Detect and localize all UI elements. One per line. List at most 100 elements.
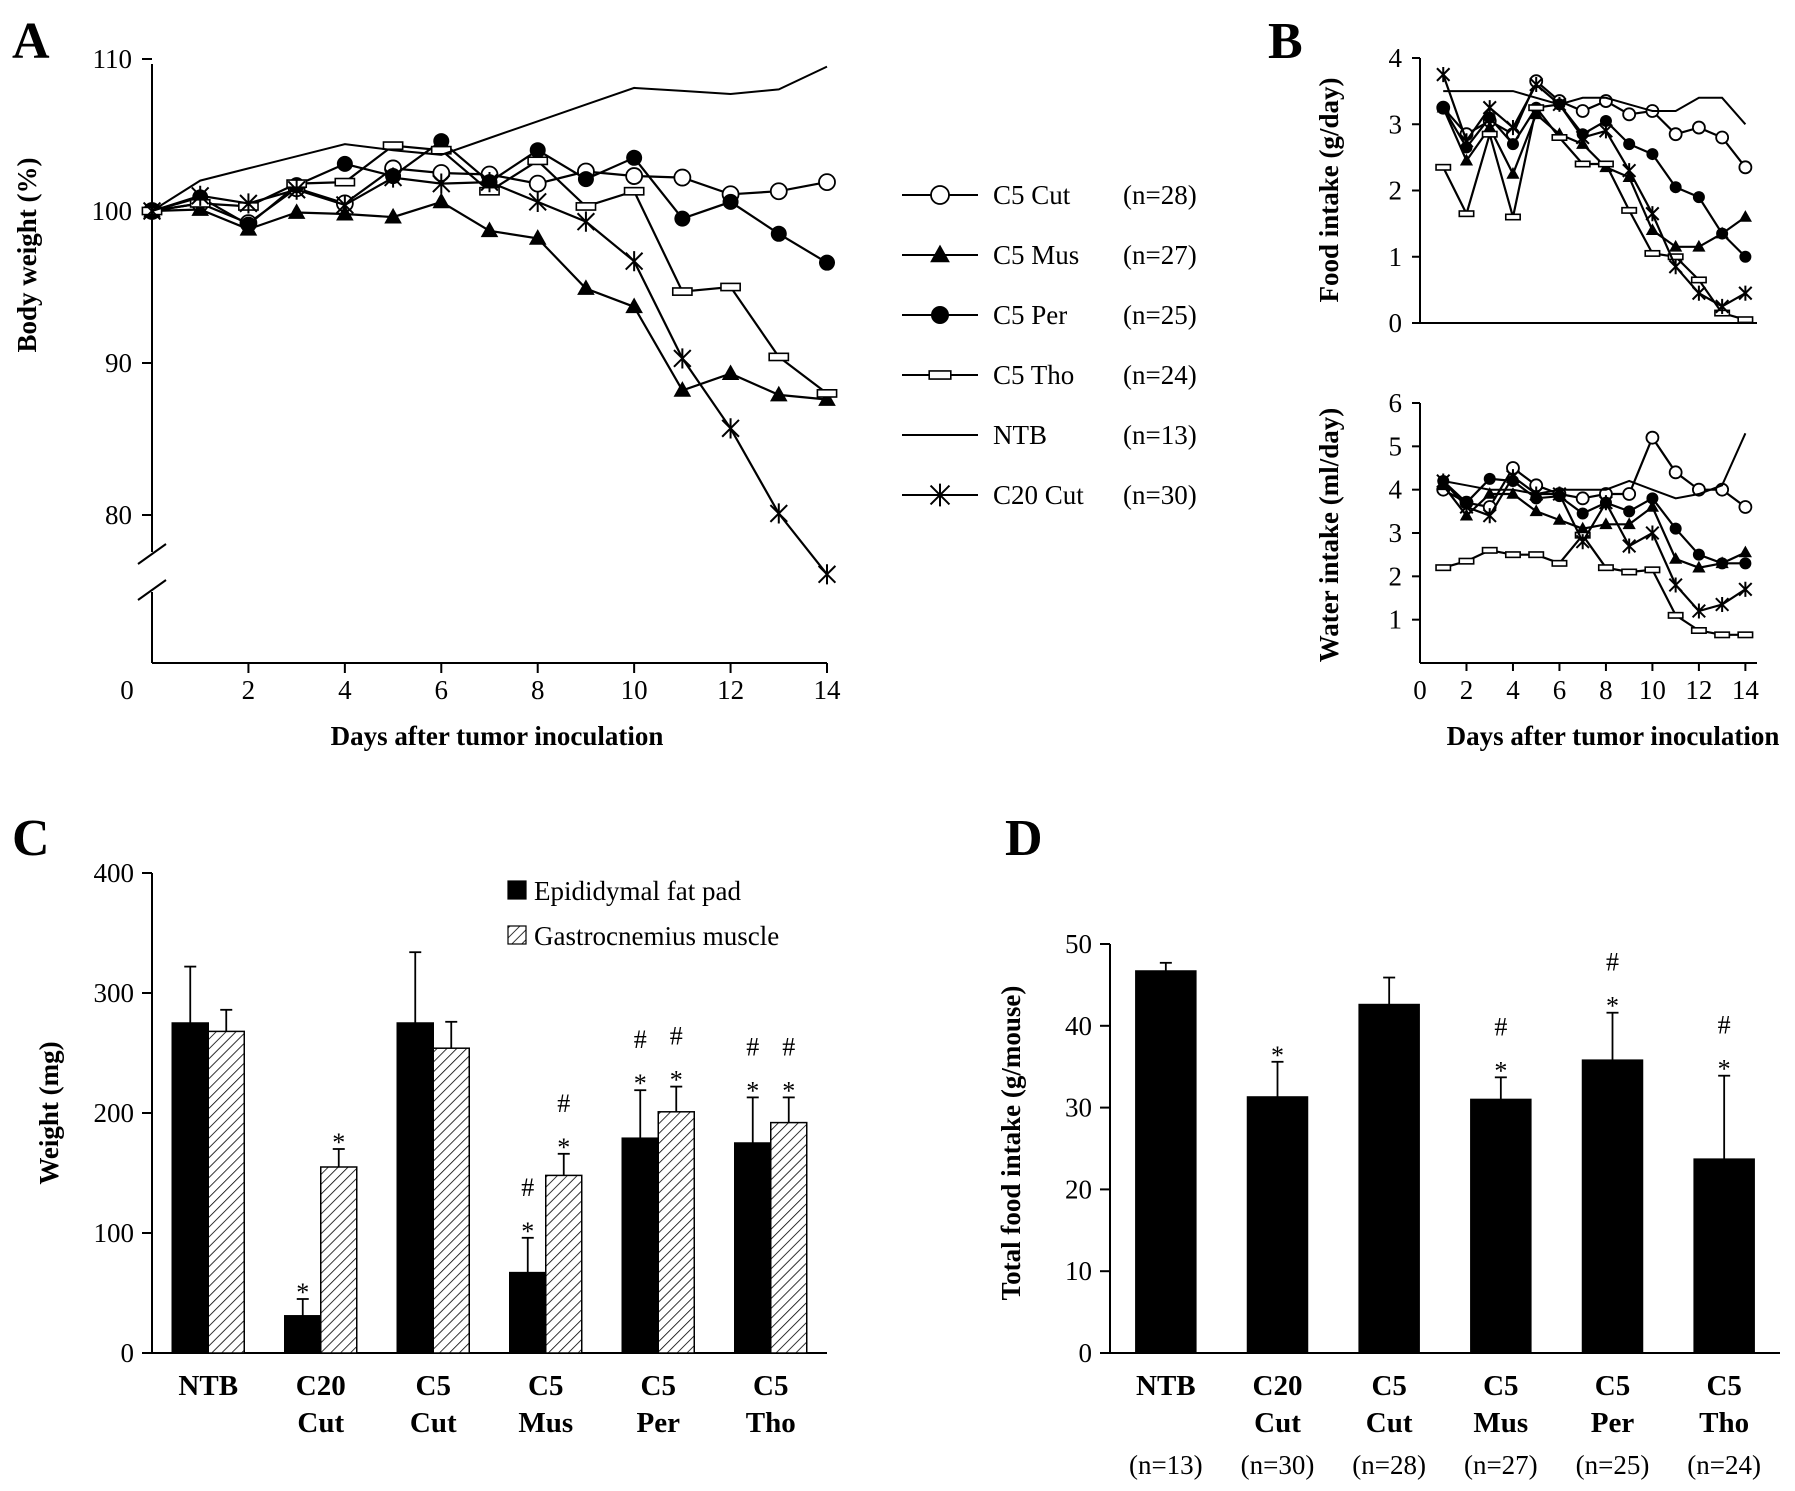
- data-point: [528, 191, 547, 212]
- x-tick-label: 12: [717, 675, 744, 705]
- data-point: [1528, 104, 1545, 112]
- legend-label: C5 Per: [993, 300, 1067, 330]
- significance-asterisk: *: [296, 1278, 309, 1307]
- bar-total-food-intake: [1358, 1003, 1420, 1354]
- data-point: [480, 221, 499, 238]
- x-tick-label: 2: [1460, 675, 1474, 705]
- category-label: Per: [1591, 1407, 1635, 1439]
- data-point: [1646, 492, 1659, 505]
- legend-label: NTB: [993, 420, 1047, 450]
- x-tick-label: 4: [1506, 675, 1520, 705]
- data-point: [721, 418, 740, 439]
- x-tick-label: 8: [1599, 675, 1613, 705]
- data-point: [674, 210, 691, 227]
- data-point: [1622, 487, 1637, 501]
- data-point: [1459, 153, 1474, 166]
- data-point: [1667, 611, 1684, 619]
- series-c20-cut: [142, 167, 837, 585]
- y-tick-label: 0: [1389, 308, 1403, 338]
- legend-marker: [930, 244, 950, 263]
- x-tick-label: 0: [120, 675, 134, 705]
- data-point: [1622, 517, 1636, 530]
- data-point: [1529, 76, 1544, 93]
- data-point: [1668, 259, 1683, 275]
- x-axis-title: Days after tumor inoculation: [331, 721, 664, 751]
- significance-hash: #: [634, 1025, 647, 1054]
- data-point: [1505, 469, 1520, 485]
- legend-item-c20-cut: C20 Cut (n=30): [902, 480, 1197, 510]
- data-point: [1668, 127, 1683, 142]
- n-label: (n=13): [1129, 1450, 1203, 1480]
- data-point: [527, 156, 549, 166]
- bar-gastrocnemius-muscle: [657, 1111, 695, 1354]
- category-label: C5: [1371, 1370, 1406, 1402]
- y-tick-label: 4: [1389, 43, 1403, 73]
- data-point: [1435, 163, 1452, 171]
- category-label: Per: [637, 1407, 681, 1439]
- data-point: [1692, 239, 1706, 252]
- legend: Epididymal fat pad Gastrocnemius muscle: [507, 876, 779, 951]
- data-point: [625, 167, 644, 185]
- y-axis-title: Food intake (g/day): [1314, 77, 1344, 302]
- data-point: [382, 141, 404, 151]
- y-tick-label: 10: [1065, 1256, 1092, 1286]
- data-point: [625, 297, 643, 314]
- y-axis-title: Weight (mg): [34, 1041, 64, 1184]
- data-point: [1437, 101, 1450, 114]
- data-point: [1737, 631, 1754, 639]
- data-point: [1597, 564, 1614, 572]
- panel-label-b: B: [1268, 13, 1303, 70]
- bar-epididymal-fat-pad: [284, 1315, 322, 1354]
- data-point: [1506, 487, 1520, 499]
- data-point: [722, 193, 739, 210]
- legend-n: (n=24): [1123, 360, 1197, 390]
- series-line: [1443, 432, 1747, 500]
- data-point: [623, 186, 645, 196]
- data-point: [335, 194, 354, 215]
- legend-label: C5 Tho: [993, 360, 1074, 390]
- data-point: [1645, 430, 1660, 445]
- data-point: [1483, 120, 1497, 133]
- series-ntb: [1443, 432, 1747, 500]
- legend-n: (n=27): [1123, 240, 1197, 270]
- legend-marker: [930, 185, 950, 205]
- axis-break-mark: [137, 543, 167, 565]
- data-point: [1691, 285, 1706, 301]
- data-point: [1739, 557, 1752, 570]
- legend-label: C5 Mus: [993, 240, 1079, 270]
- data-point: [769, 182, 788, 201]
- axis-break-mark: [137, 579, 167, 601]
- bar-total-food-intake: [1693, 1158, 1755, 1354]
- data-point: [1458, 210, 1475, 218]
- y-tick-label: 0: [121, 1338, 135, 1368]
- n-label: (n=27): [1464, 1450, 1538, 1480]
- significance-hash: #: [557, 1089, 570, 1118]
- legend-item-c5-tho: C5 Tho (n=24): [902, 360, 1197, 390]
- data-point: [819, 254, 835, 271]
- data-point: [142, 200, 162, 222]
- bar-epididymal-fat-pad: [621, 1137, 659, 1354]
- significance-asterisk: *: [634, 1069, 647, 1098]
- data-point: [1738, 160, 1753, 175]
- data-point: [1738, 285, 1753, 301]
- data-point: [1669, 181, 1682, 194]
- legend-n: (n=30): [1123, 480, 1197, 510]
- data-point: [1690, 626, 1707, 634]
- data-point: [1504, 551, 1521, 559]
- x-axis-title: Days after tumor inoculation: [1447, 721, 1780, 751]
- data-point: [191, 200, 210, 216]
- significance-asterisk: *: [1494, 1056, 1507, 1085]
- legend-item-c5-per: C5 Per (n=25): [902, 300, 1197, 330]
- series-c20-cut: [1436, 469, 1753, 619]
- data-point: [1528, 551, 1545, 559]
- panel-a-body-weight-chart: 80 90 100 110 0 2 4 6 8 10 12 14 Days after tumor in…: [12, 44, 1197, 751]
- data-point: [1716, 227, 1729, 240]
- y-tick-label: 80: [105, 500, 132, 530]
- x-tick-label: 14: [1732, 675, 1760, 705]
- data-point: [1483, 487, 1497, 499]
- data-point: [1551, 559, 1568, 567]
- data-point: [625, 251, 644, 272]
- data-point: [1691, 603, 1706, 619]
- category-label: Cut: [297, 1407, 344, 1439]
- category-label: C20: [296, 1370, 346, 1402]
